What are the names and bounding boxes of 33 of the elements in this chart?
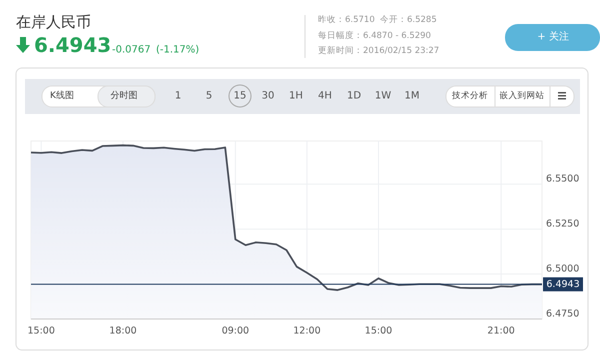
text: K线图 [50,90,74,101]
text: 嵌入到网站 [500,90,544,101]
text: 每日幅度：6.4870 - 6.5290 [318,30,431,41]
text: 昨收：6.5710 [318,14,375,25]
text: 1W [374,90,392,102]
text: 5 [206,90,212,102]
x-tick-label: 09:00 [222,326,250,336]
text: 1 [174,90,182,102]
chart-title: 在岸人民币 [16,13,91,31]
x-tick-label: 15:00 [364,326,392,336]
text: 15 [234,90,246,102]
y-tick-label: 6.4750 [546,308,580,320]
x-tick-label: 12:00 [293,326,321,336]
y-tick-label: 6.5500 [546,174,580,185]
text: 更新时间：2016/02/15 23:27 [318,45,440,56]
x-tick-label: 15:00 [28,326,55,336]
y-tick-label: 6.5250 [546,218,580,230]
text: -0.0767 [112,44,151,56]
text: 1M [404,90,420,102]
x-tick-label: 21:00 [487,326,515,336]
text: 4H [318,90,332,102]
text: + 关注 [537,30,569,42]
text: 1D [346,90,362,102]
y-tick-label: 6.5000 [546,264,580,275]
text: 分时图 [110,90,138,101]
text: 技术分析 [451,90,488,101]
text: 30 [262,90,274,102]
text: 1H [289,90,303,102]
ref-line-label: 6.4943 [546,278,580,290]
chart-subtitle: 6.4943 [34,33,112,57]
x-tick-label: 18:00 [109,326,137,336]
text: (-1.17%) [156,44,200,56]
text: 今开：6.5285 [380,14,437,25]
